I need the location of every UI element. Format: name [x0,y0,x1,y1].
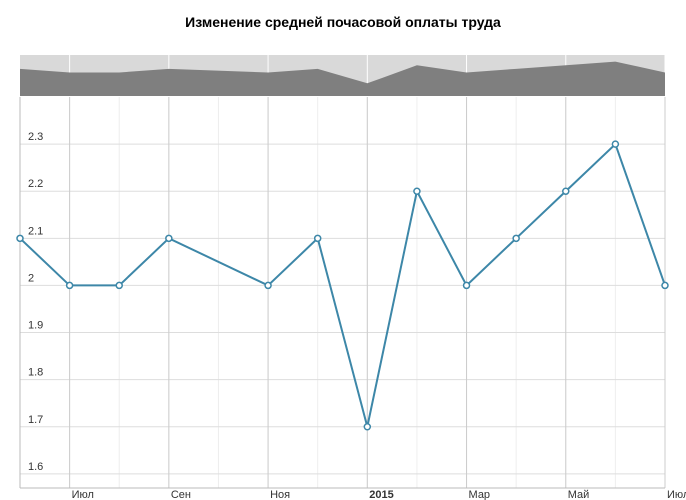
point [512,234,520,243]
point [264,281,272,290]
y-tick-label: 1.6 [28,461,43,473]
point [462,281,471,290]
x-tick-label: Сен [171,489,191,500]
y-tick-label: 2.1 [28,225,43,237]
x-tick-label: Мар [469,489,491,500]
point [16,234,24,243]
point [611,140,620,148]
y-tick-label: 1.7 [28,414,43,426]
point [165,234,173,243]
y-tick-label: 1.8 [28,367,43,379]
navigator-label: Июл [668,81,686,93]
point [115,281,123,290]
point [313,234,322,243]
x-tick-label: 2015 [369,489,393,500]
y-tick-label: 2.2 [28,178,43,190]
point [65,281,74,290]
x-tick-label: Июл [72,489,94,500]
point [562,187,570,195]
chart-title: Изменение средней почасовой оплаты труда [185,14,501,30]
point [363,423,372,431]
navigator-area [20,61,665,96]
point [413,187,421,195]
y-tick-label: 1.9 [28,320,43,332]
x-tick-label: Ноя [270,489,290,500]
x-tick-label: Май [568,489,590,500]
point [661,281,669,290]
y-tick-label: 2.3 [28,131,43,143]
x-tick-label: Июл [667,489,686,500]
y-tick-label: 2 [28,272,34,284]
